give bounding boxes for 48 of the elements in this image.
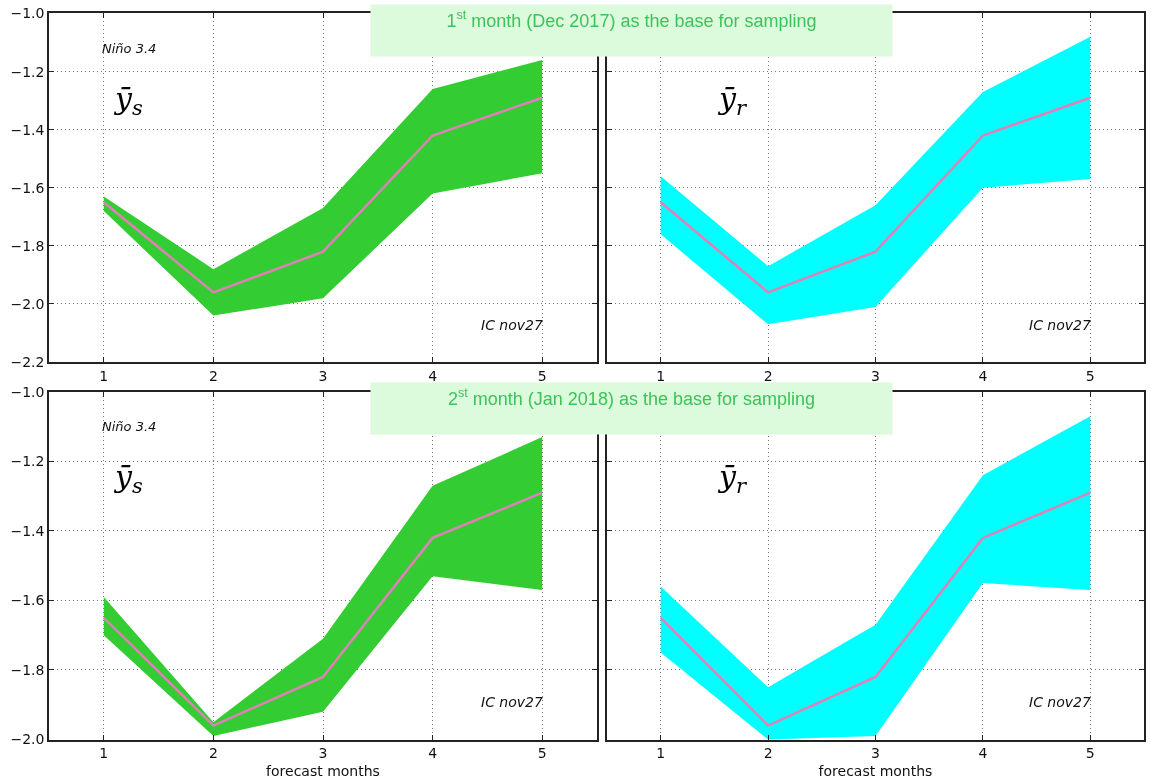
x-tick-label: 2 xyxy=(208,367,218,384)
x-tick-label: 5 xyxy=(537,367,547,384)
y-tick-label: −1.2 xyxy=(10,453,45,470)
x-tick-label: 3 xyxy=(871,745,880,762)
x-tick-label: 1 xyxy=(656,745,666,762)
chart-title: 2$^{st}$ month (Jan 2018) as the base for sampling xyxy=(447,386,816,409)
x-axis-title: forecast months xyxy=(266,762,380,779)
y-tick-label: −1.6 xyxy=(10,592,45,609)
chart-title: 1$^{st}$ month (Dec 2017) as the base for sampling xyxy=(446,8,817,31)
line-series xyxy=(102,491,544,727)
annotation: Niño 3.4 xyxy=(102,419,157,434)
x-tick-label: 4 xyxy=(978,367,988,384)
x-tick-label: 1 xyxy=(99,367,109,384)
x-tick-label: 4 xyxy=(428,745,438,762)
x-tick-label: 3 xyxy=(318,745,328,762)
y-tick-label: −1.2 xyxy=(10,63,45,80)
x-tick-label: 3 xyxy=(871,367,880,384)
annotation: IC nov27 xyxy=(481,317,543,333)
x-tick-label: 2 xyxy=(763,367,773,384)
y-tick-label: −1.4 xyxy=(10,121,45,138)
x-tick-label: 2 xyxy=(208,745,218,762)
annotation: ȳ$_{s}$ xyxy=(113,81,143,121)
y-tick-label: −1.6 xyxy=(10,179,45,196)
x-tick-label: 3 xyxy=(318,367,328,384)
annotation: IC nov27 xyxy=(1029,317,1091,333)
annotation: ȳ$_{r}$ xyxy=(717,81,748,121)
x-tick-label: 2 xyxy=(763,745,773,762)
annotation: Niño 3.4 xyxy=(102,41,157,56)
y-tick-label: −2.0 xyxy=(10,731,45,748)
x-axis-title: forecast months xyxy=(818,762,933,779)
x-tick-label: 4 xyxy=(428,367,438,384)
x-tick-label: 1 xyxy=(99,745,109,762)
x-tick-label: 4 xyxy=(978,745,988,762)
x-tick-label: 5 xyxy=(537,745,547,762)
x-tick-label: 1 xyxy=(656,367,666,384)
annotation: ȳ$_{r}$ xyxy=(717,459,748,499)
y-tick-label: −2.2 xyxy=(10,353,45,370)
x-tick-label: 5 xyxy=(1085,367,1095,384)
annotation: ȳ$_{s}$ xyxy=(113,459,143,499)
annotation: IC nov27 xyxy=(481,694,543,710)
y-tick-label: −1.0 xyxy=(10,383,45,400)
x-tick-label: 5 xyxy=(1085,745,1095,762)
annotation: IC nov27 xyxy=(1029,694,1091,710)
y-tick-label: −1.8 xyxy=(10,661,45,678)
y-tick-label: −1.8 xyxy=(10,237,45,254)
y-tick-label: −2.0 xyxy=(10,295,45,312)
y-tick-label: −1.0 xyxy=(10,5,45,22)
y-tick-label: −1.4 xyxy=(10,522,45,539)
